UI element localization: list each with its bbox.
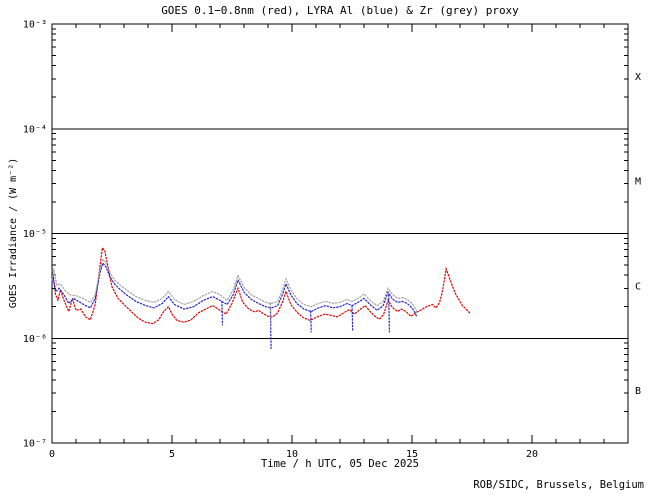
y-axis-ticks	[52, 23, 628, 444]
x-axis-title: Time / h UTC, 05 Dec 2025	[260, 458, 420, 470]
class-boundary-lines	[52, 128, 628, 339]
y-axis-title: GOES Irradiance / (W m⁻²)	[8, 157, 19, 309]
flare-class-label: X	[635, 72, 641, 83]
series-lyra-zr-proxy	[51, 257, 418, 327]
flare-class-labels: X M C B	[635, 72, 641, 397]
x-tick-label: 10	[286, 449, 298, 460]
y-tick-label: 10⁻³	[23, 20, 47, 31]
footer-credit: ROB/SIDC, Brussels, Belgium	[473, 479, 644, 491]
x-tick-label: 0	[49, 449, 55, 460]
flare-class-label: C	[635, 281, 641, 292]
y-tick-label: 10⁻⁷	[23, 439, 47, 450]
flare-class-label: B	[635, 386, 641, 397]
y-tick-label: 10⁻⁵	[23, 229, 47, 240]
series-line	[51, 261, 418, 318]
series-goes-0-1-0-8nm	[51, 246, 471, 325]
series-line	[388, 294, 390, 333]
x-tick-label: 20	[526, 449, 538, 460]
series-line	[310, 310, 312, 333]
series-line	[269, 302, 272, 327]
y-tick-label: 10⁻⁶	[23, 334, 47, 345]
y-tick-label: 10⁻⁴	[23, 124, 47, 135]
series-line	[351, 305, 354, 331]
series-line	[221, 300, 223, 326]
x-axis-ticks	[51, 24, 629, 443]
x-tick-label: 15	[406, 449, 418, 460]
x-tick-labels: 0 5 10 15 20	[49, 449, 538, 460]
y-tick-labels: 10⁻³ 10⁻⁴ 10⁻⁵ 10⁻⁶ 10⁻⁷	[23, 20, 47, 450]
series-line	[51, 257, 418, 313]
series-line	[51, 246, 471, 325]
series-lyra-al-proxy	[51, 261, 418, 349]
chart-title: GOES 0.1−0.8nm (red), LYRA Al (blue) & Z…	[161, 4, 519, 17]
x-tick-label: 5	[169, 449, 175, 460]
flare-class-label: M	[635, 177, 641, 188]
